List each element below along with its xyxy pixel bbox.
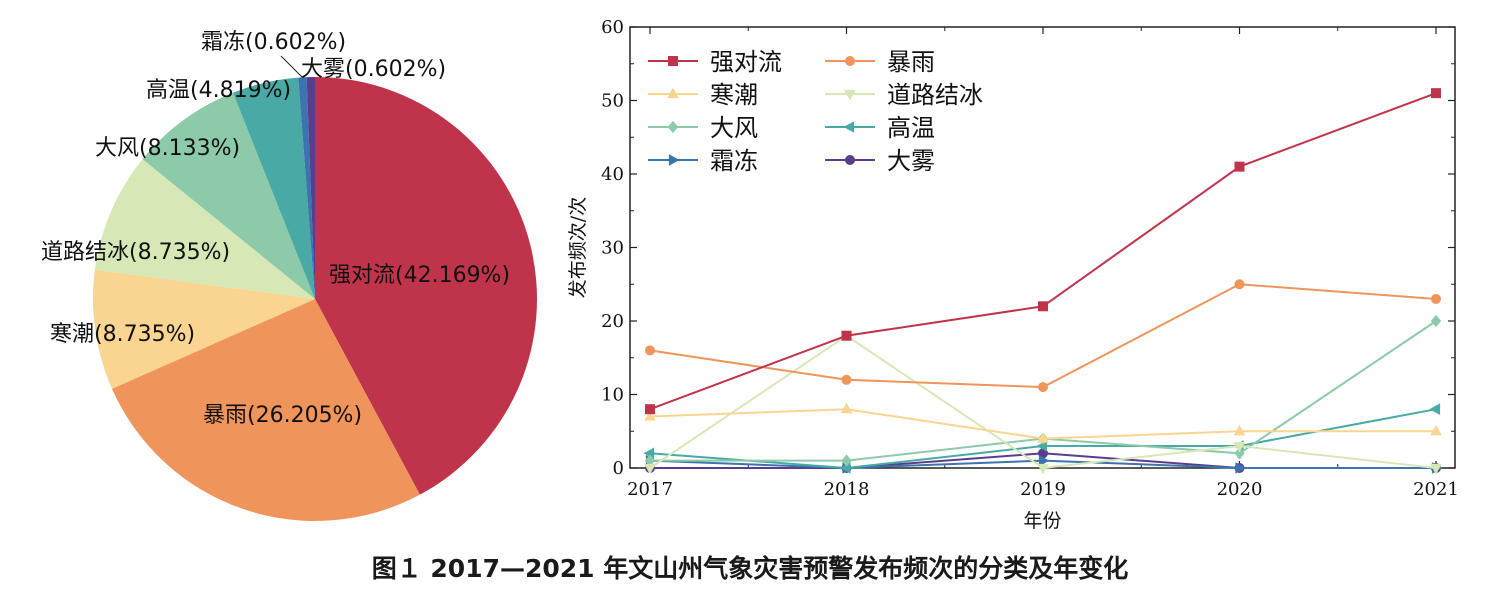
legend-marker	[667, 120, 679, 134]
y-tick-label: 0	[613, 458, 624, 479]
point-寒潮-2018	[840, 402, 853, 414]
point-强对流-2020	[1234, 161, 1245, 172]
pie-slice-强对流	[315, 77, 537, 495]
series-line-强对流	[649, 92, 1437, 411]
legend-item-道路结冰: 道路结冰	[825, 81, 983, 109]
x-tick-label: 2020	[1217, 479, 1263, 500]
point-寒潮-2021	[1430, 424, 1442, 436]
legend-marker	[845, 155, 855, 165]
pie-slice-道路结冰	[94, 159, 315, 299]
series-强对流	[645, 88, 1441, 415]
legend-item-霜冻: 霜冻	[648, 147, 758, 175]
point-强对流-2018	[841, 330, 852, 341]
legend-item-寒潮: 寒潮	[648, 81, 758, 109]
point-寒潮-2017	[644, 410, 656, 421]
series-寒潮	[644, 402, 1442, 443]
pie-slice-寒潮	[93, 269, 316, 389]
point-寒潮-2019	[1037, 432, 1049, 443]
pie-label-大风: 大风(8.133%)	[95, 136, 240, 161]
point-霜冻-2019	[1038, 454, 1050, 467]
pie-label-寒潮: 寒潮(8.735%)	[50, 322, 195, 347]
pie-slice-暴雨	[111, 299, 420, 521]
point-强对流-2017	[645, 404, 655, 415]
legend-marker	[845, 56, 855, 66]
x-tick-label: 2019	[1020, 479, 1066, 500]
point-暴雨-2017	[645, 345, 655, 356]
legend-marker	[667, 87, 679, 99]
point-暴雨-2021	[1431, 293, 1441, 304]
point-暴雨-2020	[1234, 279, 1245, 290]
legend-label: 道路结冰	[887, 81, 983, 109]
x-tick-label: 2018	[824, 479, 870, 500]
legend-marker	[668, 56, 678, 66]
x-tick-label: 2021	[1413, 479, 1459, 500]
pie-slice-霜冻	[298, 77, 315, 299]
legend-label: 霜冻	[710, 147, 758, 175]
y-tick-label: 50	[601, 91, 624, 112]
pie-slice-大雾	[306, 77, 315, 299]
x-axis-label: 年份	[1023, 510, 1061, 532]
point-暴雨-2019	[1038, 382, 1048, 393]
legend-label: 寒潮	[710, 81, 758, 109]
figure-caption: 图１ 2017—2021 年文山州气象灾害预警发布频次的分类及年变化	[372, 554, 1129, 583]
legend-marker	[844, 89, 856, 101]
line-chart: 0 10 20 30 40 50 60 2017 2018 2019 2020 2021 年份 发布频次/…	[567, 17, 1459, 532]
y-tick-label: 60	[601, 17, 624, 38]
series-line-暴雨	[649, 283, 1437, 389]
y-tick-label: 30	[601, 238, 624, 259]
pie-label-道路结冰: 道路结冰(8.735%)	[41, 240, 230, 265]
legend-item-大风: 大风	[648, 114, 758, 142]
point-强对流-2021	[1431, 88, 1441, 99]
legend-label: 高温	[887, 114, 935, 142]
series-道路结冰	[644, 331, 1442, 475]
point-大风-2020	[1234, 447, 1245, 460]
point-霜冻-2020	[1235, 462, 1246, 474]
point-道路结冰-2019	[1037, 463, 1049, 475]
pie-chart: 强对流(42.169%) 暴雨(26.205%) 寒潮(8.735%) 道路结冰(8.…	[41, 30, 537, 521]
legend-item-强对流: 强对流	[648, 48, 782, 76]
point-强对流-2019	[1038, 301, 1048, 312]
legend-item-暴雨: 暴雨	[825, 48, 935, 76]
x-tick-label: 2017	[627, 479, 673, 500]
legend-marker	[668, 154, 680, 166]
pie-slice-大风	[142, 92, 315, 300]
point-道路结冰-2021	[1430, 463, 1442, 475]
pie-label-暴雨: 暴雨(26.205%)	[203, 403, 362, 428]
legend-label: 强对流	[710, 48, 782, 76]
pie-label-强对流: 强对流(42.169%)	[329, 263, 510, 288]
pie-label-高温: 高温(4.819%)	[146, 78, 291, 103]
legend-item-高温: 高温	[825, 114, 935, 142]
point-道路结冰-2020	[1233, 441, 1246, 453]
point-大风-2018	[841, 454, 852, 467]
series-暴雨	[645, 279, 1441, 393]
pie-slice-高温	[232, 77, 315, 299]
point-大风-2021	[1430, 314, 1442, 328]
point-道路结冰-2017	[644, 463, 656, 475]
point-暴雨-2018	[841, 374, 852, 385]
point-高温-2021	[1429, 403, 1441, 415]
legend-label: 暴雨	[887, 48, 935, 76]
pie-leader-line	[280, 55, 304, 79]
legend-marker	[843, 121, 855, 133]
y-tick-label: 20	[601, 311, 624, 332]
y-axis-label: 发布频次/次	[567, 197, 589, 298]
legend-item-大雾: 大雾	[825, 147, 935, 175]
y-tick-label: 10	[601, 385, 624, 406]
legend-label: 大雾	[887, 147, 935, 175]
pie-label-霜冻: 霜冻(0.602%)	[201, 30, 346, 55]
point-寒潮-2020	[1233, 424, 1246, 436]
y-tick-label: 40	[601, 164, 624, 185]
series-高温	[643, 403, 1441, 474]
legend-label: 大风	[710, 114, 758, 142]
pie-label-大雾: 大雾(0.602%)	[301, 57, 446, 82]
